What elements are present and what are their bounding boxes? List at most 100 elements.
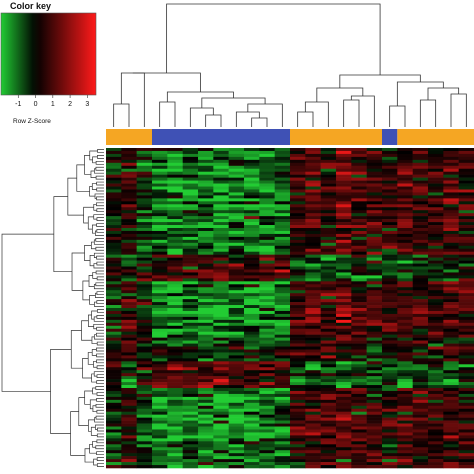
column-dendrogram-branch [201, 97, 266, 108]
heatmap-cell [443, 402, 459, 407]
heatmap-cell [458, 343, 474, 347]
heatmap-cell [366, 435, 383, 439]
heatmap-cell [305, 313, 321, 318]
heatmap-cell [443, 245, 459, 250]
heatmap-cell [290, 340, 306, 344]
heatmap-cell [106, 198, 122, 202]
heatmap-cell [366, 346, 383, 350]
heatmap-cell [244, 352, 260, 356]
heatmap-cell [136, 417, 153, 421]
row-dendrogram-branch [96, 439, 104, 444]
heatmap-cell [397, 459, 413, 463]
heatmap-cell [228, 390, 245, 395]
heatmap-cell [428, 364, 444, 368]
row-dendrogram-branch [96, 261, 104, 266]
heatmap-cell [244, 390, 260, 395]
heatmap-cell [397, 254, 413, 258]
heatmap-cell [213, 210, 229, 214]
heatmap-cell [336, 201, 352, 205]
heatmap-cell [336, 432, 352, 436]
heatmap-cell [397, 302, 413, 306]
heatmap-cell [320, 251, 337, 255]
heatmap-cell [228, 299, 245, 303]
heatmap-cell [351, 435, 367, 439]
heatmap-cell [198, 352, 214, 356]
heatmap-cell [458, 284, 474, 288]
heatmap-cell [244, 177, 260, 181]
heatmap-cell [412, 225, 429, 229]
heatmap-cell [443, 293, 459, 297]
heatmap-cell [244, 313, 260, 318]
heatmap-cell [228, 228, 245, 232]
heatmap-cell [351, 148, 367, 152]
heatmap-cell [366, 233, 383, 238]
heatmap-cell [228, 171, 245, 175]
row-dendrogram-branch [96, 181, 104, 186]
heatmap-cell [121, 396, 137, 401]
heatmap-cell [366, 299, 383, 303]
row-dendrogram-branch [94, 334, 104, 340]
heatmap-cell [213, 222, 229, 226]
heatmap-cell [397, 450, 413, 454]
heatmap-cell [274, 257, 291, 261]
heatmap-cell [182, 337, 199, 341]
heatmap-cell [213, 313, 229, 318]
heatmap-cell [290, 192, 306, 196]
heatmap-cell [198, 153, 214, 158]
heatmap-cell [305, 349, 321, 353]
heatmap-cell [412, 210, 429, 214]
heatmap-cell [336, 281, 352, 285]
heatmap-cell [213, 219, 229, 223]
heatmap-cell [274, 396, 291, 401]
heatmap-cell [336, 343, 352, 347]
heatmap-cell [213, 186, 229, 190]
heatmap-cell [351, 423, 367, 427]
heatmap-cell [412, 260, 429, 264]
heatmap-cell [305, 269, 321, 273]
heatmap-cell [366, 325, 383, 330]
heatmap-cell [305, 230, 321, 235]
heatmap-cell [228, 444, 245, 448]
heatmap-cell [182, 299, 199, 303]
heatmap-cell [152, 390, 168, 395]
heatmap-cell [182, 340, 199, 344]
heatmap-cell [397, 192, 413, 196]
heatmap-cell [152, 376, 168, 380]
heatmap-cell [136, 313, 153, 318]
heatmap-cell [382, 328, 398, 332]
row-dendrogram-branch [94, 301, 104, 307]
heatmap-cell [167, 168, 183, 172]
heatmap-cell [336, 192, 352, 196]
heatmap-cell [336, 198, 352, 202]
row-dendrogram-branch [90, 241, 96, 250]
heatmap-cell [213, 382, 229, 386]
heatmap-cell [106, 162, 122, 167]
heatmap-cell [228, 385, 245, 389]
heatmap-cell [366, 465, 383, 469]
heatmap-cell [136, 236, 153, 241]
heatmap-cell [182, 328, 199, 332]
heatmap-cell [412, 269, 429, 273]
heatmap-cell [136, 233, 153, 238]
heatmap-cell [336, 438, 352, 442]
heatmap-cell [136, 299, 153, 303]
heatmap-cell [320, 414, 337, 418]
heatmap-cell [336, 379, 352, 383]
heatmap-cell [397, 405, 413, 410]
heatmap-cell [366, 305, 383, 309]
heatmap-cell [259, 225, 275, 229]
heatmap-cell [351, 171, 367, 175]
heatmap-cell [213, 334, 229, 338]
heatmap-cell [290, 308, 306, 312]
heatmap-cell [244, 225, 260, 229]
heatmap-cell [351, 302, 367, 306]
heatmap-cell [244, 414, 260, 418]
heatmap-cell [121, 239, 137, 244]
heatmap-cell [152, 296, 168, 300]
heatmap-cell [259, 171, 275, 175]
heatmap-cell [167, 305, 183, 309]
heatmap-cell [136, 204, 153, 208]
heatmap-cell [167, 364, 183, 368]
heatmap-cell [382, 382, 398, 386]
heatmap-cell [198, 355, 214, 359]
